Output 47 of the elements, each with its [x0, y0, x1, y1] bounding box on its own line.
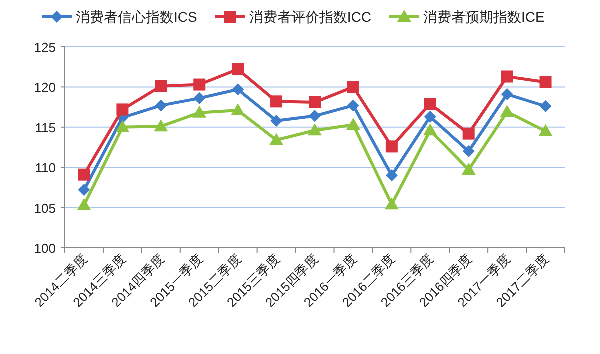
point — [462, 146, 475, 158]
point — [77, 198, 92, 210]
y-tick-label: 105 — [34, 200, 56, 216]
point — [384, 198, 399, 210]
y-tick-label: 115 — [35, 120, 56, 136]
point — [501, 88, 514, 100]
legend-label: 消费者评价指数ICC — [249, 9, 372, 25]
point — [194, 92, 206, 104]
y-tick-label: 100 — [34, 241, 56, 256]
point — [78, 168, 90, 181]
point — [270, 133, 284, 146]
point — [232, 84, 244, 96]
y-tick-label: 110 — [35, 160, 56, 176]
point — [386, 170, 398, 182]
point — [154, 120, 168, 132]
point — [540, 100, 552, 112]
point — [309, 96, 321, 108]
point — [78, 184, 90, 196]
point — [424, 110, 436, 123]
point — [424, 98, 436, 110]
point — [308, 124, 322, 136]
legend-label: 消费者信心指数ICS — [76, 9, 198, 25]
point — [309, 110, 321, 122]
point — [462, 128, 475, 140]
point — [462, 163, 476, 176]
point — [501, 70, 514, 83]
point — [232, 64, 244, 76]
point — [386, 140, 398, 153]
point — [192, 106, 207, 118]
point — [155, 100, 168, 112]
legend-label: 消费者预期指数ICE — [423, 9, 545, 25]
point — [270, 114, 283, 127]
point — [347, 81, 360, 94]
point — [500, 105, 514, 118]
y-tick-label: 125 — [34, 40, 56, 55]
point — [155, 80, 168, 92]
point — [270, 96, 283, 108]
y-tick-label: 120 — [34, 80, 56, 96]
point — [116, 104, 129, 116]
point — [346, 118, 360, 130]
point — [538, 124, 553, 136]
point — [231, 104, 246, 116]
point — [116, 120, 130, 132]
point — [194, 78, 206, 91]
point — [423, 124, 438, 136]
point — [347, 100, 360, 112]
point — [540, 76, 552, 88]
